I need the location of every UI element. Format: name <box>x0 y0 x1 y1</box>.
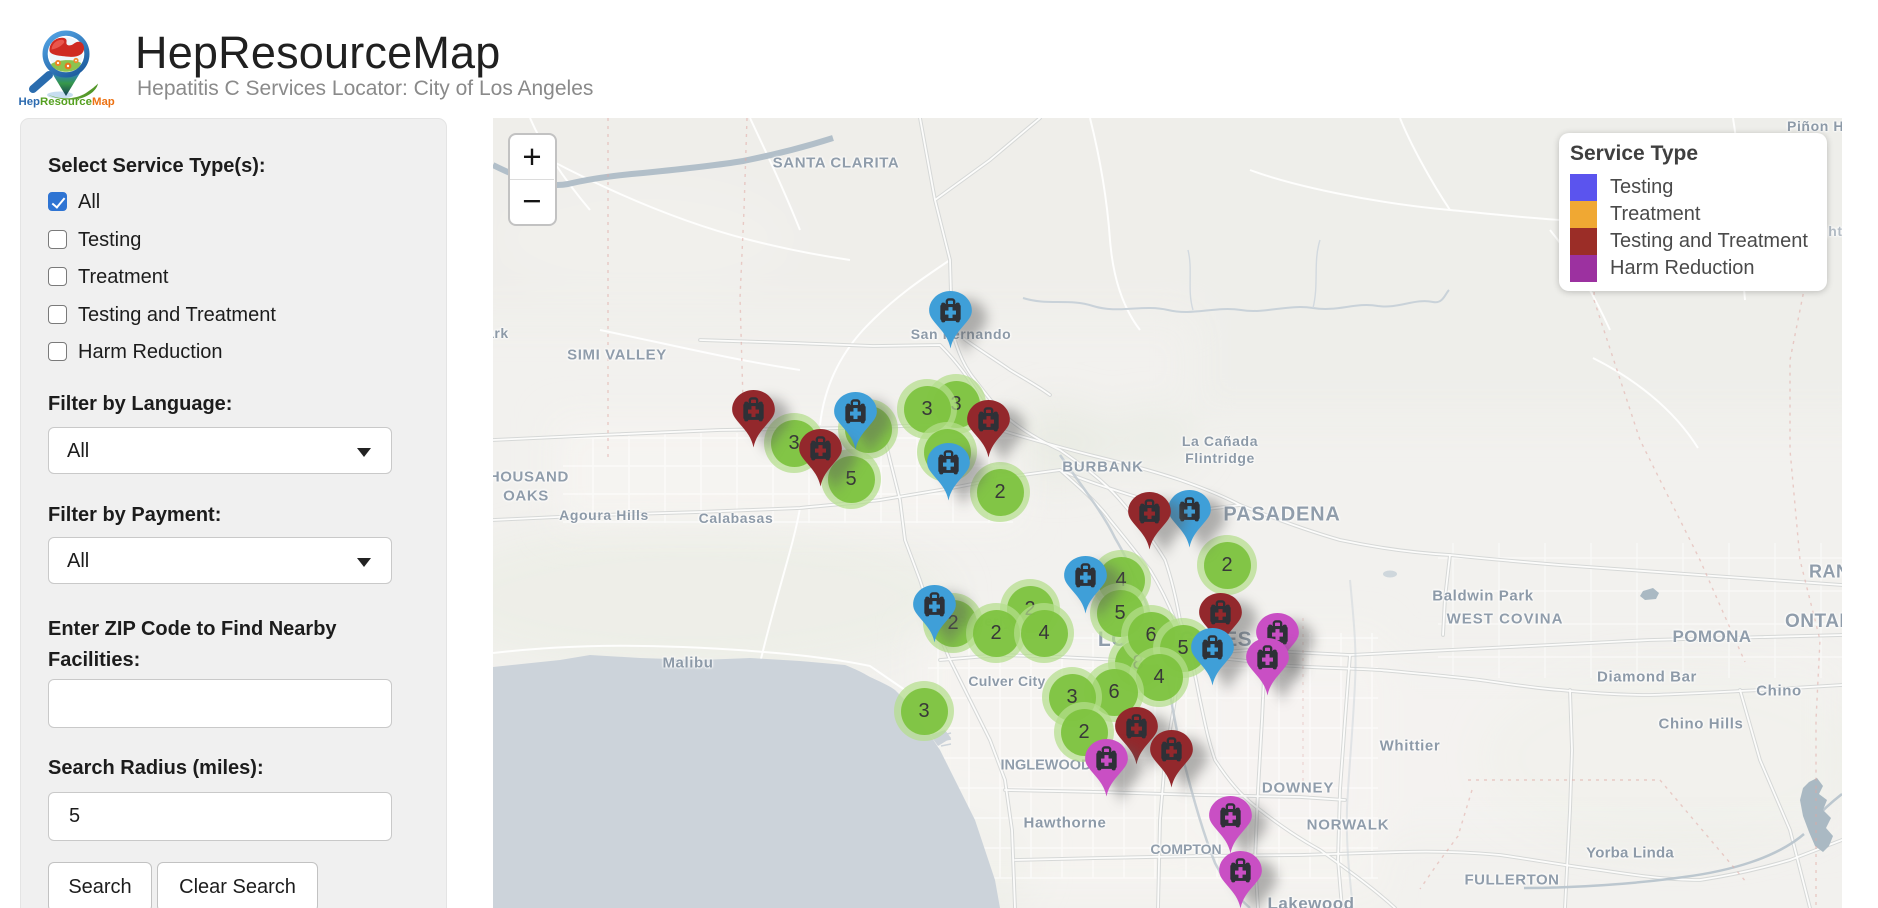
svg-text:HepResourceMap: HepResourceMap <box>19 96 115 108</box>
